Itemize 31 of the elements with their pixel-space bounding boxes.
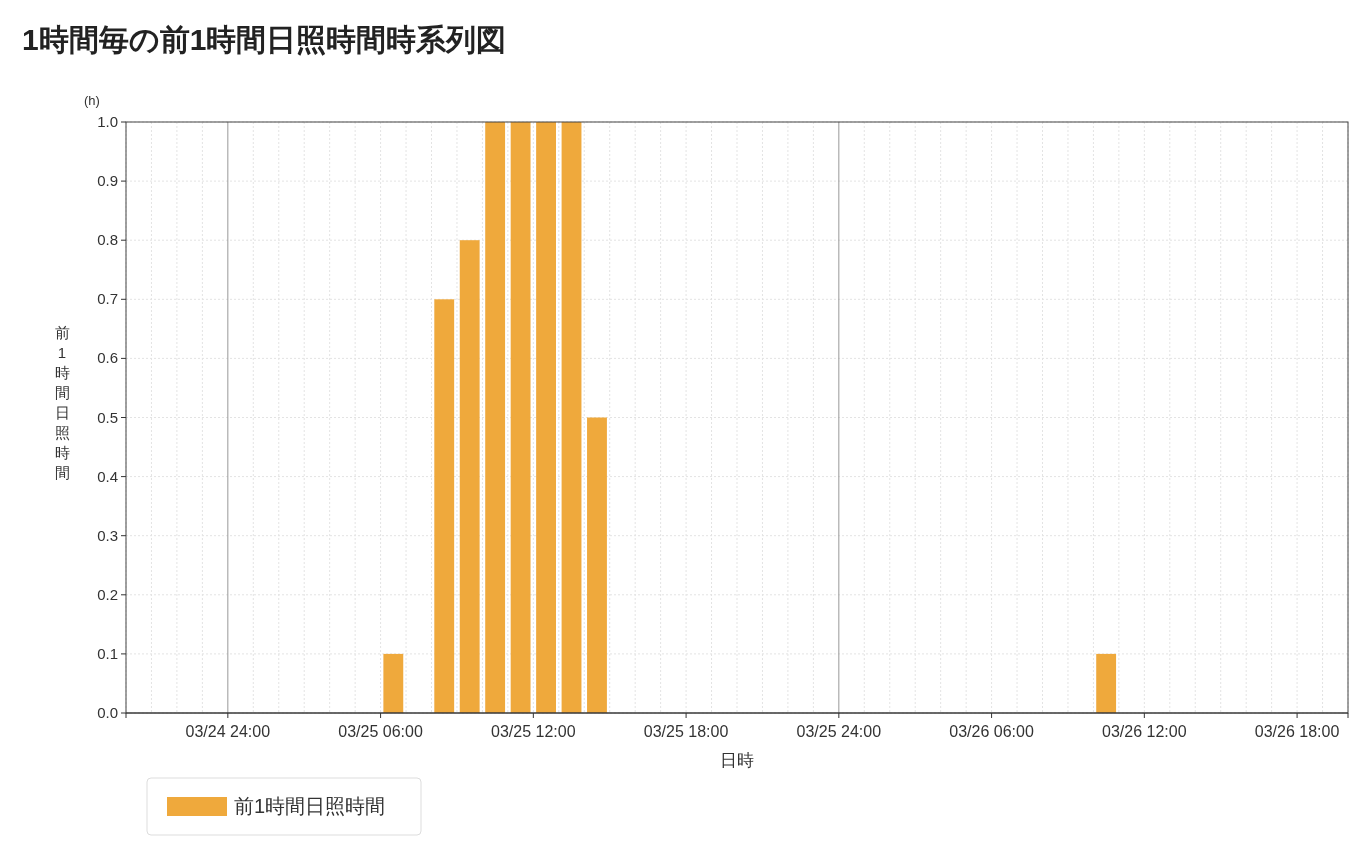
x-tick-label: 03/25 24:00 xyxy=(796,723,882,740)
x-tick-label: 03/24 24:00 xyxy=(185,723,271,740)
x-tick-label: 03/26 12:00 xyxy=(1102,723,1187,740)
bar xyxy=(459,240,480,713)
x-tick-label: 03/25 06:00 xyxy=(338,723,423,740)
y-tick-label: 0.0 xyxy=(97,704,118,721)
x-tick-label: 03/26 06:00 xyxy=(949,723,1034,740)
y-tick-label: 0.1 xyxy=(97,644,118,662)
x-axis-title: 日時 xyxy=(720,751,754,770)
y-tick-label: 0.7 xyxy=(97,290,118,308)
bar xyxy=(434,299,455,713)
bar xyxy=(536,122,556,713)
y-tick-label: 0.3 xyxy=(97,526,118,544)
y-tick-label: 1.0 xyxy=(97,113,118,130)
y-tick-label: 0.6 xyxy=(97,349,118,367)
y-tick-label: 0.8 xyxy=(97,231,118,249)
bar xyxy=(587,417,607,713)
y-axis-title: 前1時間日照時間 xyxy=(54,324,70,481)
text: (h) xyxy=(84,93,100,108)
legend-label: 前1時間日照時間 xyxy=(234,795,386,817)
bar xyxy=(485,122,506,713)
x-tick-label: 03/25 18:00 xyxy=(643,723,729,740)
chart-title: 1時間毎の前1時間日照時間時系列図 xyxy=(22,23,507,56)
y-tick-label: 0.4 xyxy=(97,467,118,485)
y-tick-label: 0.5 xyxy=(97,408,118,426)
bar xyxy=(561,122,582,713)
x-tick-label: 03/26 18:00 xyxy=(1254,723,1340,740)
y-tick-label: 0.2 xyxy=(97,585,118,603)
x-tick-label: 03/25 12:00 xyxy=(491,723,576,740)
bar xyxy=(510,122,531,713)
y-tick-label: 0.9 xyxy=(97,172,118,190)
